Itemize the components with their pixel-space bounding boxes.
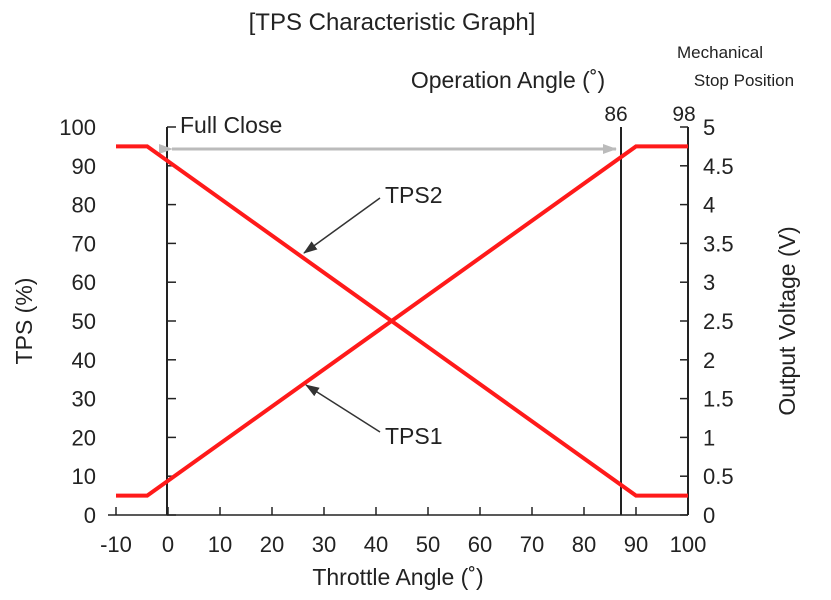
tps2-pointer-arrow [303,197,381,254]
y-tick-label: 60 [72,270,96,295]
x-tick-label: 40 [364,532,388,557]
right-tick-label: 4 [703,193,715,218]
right-tick-label: 3 [703,270,715,295]
right-tick-label: 1 [703,425,715,450]
full-close-label: Full Close [180,112,282,138]
y-tick-label: 100 [59,115,96,140]
y-tick-label: 10 [72,464,96,489]
y-tick-label: 0 [84,503,96,528]
right-tick-label: 4.5 [703,154,734,179]
x-tick-label: 90 [624,532,648,557]
right-axis-ticks: 0 0.5 1 1.5 2 2.5 3 3.5 4 4.5 5 [680,115,734,528]
x-tick-label: -10 [100,532,132,557]
y-tick-label: 70 [72,231,96,256]
x-tick-label: 80 [572,532,596,557]
x-tick-label: 50 [416,532,440,557]
y-tick-label: 80 [72,193,96,218]
right-tick-label: 3.5 [703,231,734,256]
right-tick-label: 5 [703,115,715,140]
x-tick-label: 0 [162,532,174,557]
right-tick-label: 0.5 [703,464,734,489]
x-tick-label: 100 [670,532,707,557]
mechanical-stop-label-line1: Mechanical [677,43,763,62]
y-tick-label: 50 [72,309,96,334]
right-axis-label: Output Voltage (V) [774,226,800,415]
x-tick-label: 70 [520,532,544,557]
tps2-label: TPS2 [385,182,443,208]
right-tick-label: 2 [703,348,715,373]
x-tick-label: 20 [260,532,284,557]
x-tick-label: 10 [208,532,232,557]
x-tick-label: 30 [312,532,336,557]
operation-angle-value: 86 [604,103,627,126]
series-layer [116,144,688,498]
right-tick-label: 2.5 [703,309,734,334]
x-axis-label: Throttle Angle (˚) [312,564,483,590]
x-axis-ticks: -10 0 10 20 30 40 50 60 70 80 90 100 [100,507,706,557]
tps1-label: TPS1 [385,423,443,449]
chart-title: [TPS Characteristic Graph] [249,9,536,36]
y-tick-label: 20 [72,425,96,450]
right-tick-label: 1.5 [703,387,734,412]
series-line-tps2 [116,144,688,498]
mechanical-stop-label-line2: Stop Position [694,71,794,90]
mechanical-stop-value: 98 [672,103,695,126]
operation-angle-label: Operation Angle (˚) [411,67,605,93]
y-axis-ticks: 0 10 20 30 40 50 60 70 80 90 100 [59,115,176,528]
right-tick-label: 0 [703,503,715,528]
x-tick-label: 60 [468,532,492,557]
y-tick-label: 30 [72,387,96,412]
tps1-pointer-arrow [305,384,381,433]
y-tick-label: 90 [72,154,96,179]
y-axis-label: TPS (%) [11,278,37,365]
y-tick-label: 40 [72,348,96,373]
